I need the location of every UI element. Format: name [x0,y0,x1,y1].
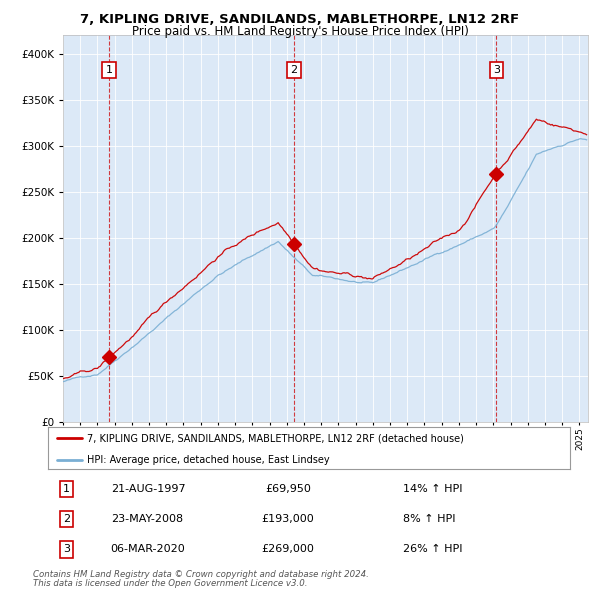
Text: £193,000: £193,000 [262,514,314,524]
Text: 2: 2 [290,65,298,76]
Text: 3: 3 [493,65,500,76]
Text: 26% ↑ HPI: 26% ↑ HPI [403,545,463,555]
Text: 3: 3 [63,545,70,555]
Text: 2: 2 [63,514,70,524]
Text: HPI: Average price, detached house, East Lindsey: HPI: Average price, detached house, East… [87,455,330,465]
Text: 1: 1 [106,65,112,76]
Text: 8% ↑ HPI: 8% ↑ HPI [403,514,455,524]
Text: 23-MAY-2008: 23-MAY-2008 [110,514,183,524]
Text: 7, KIPLING DRIVE, SANDILANDS, MABLETHORPE, LN12 2RF (detached house): 7, KIPLING DRIVE, SANDILANDS, MABLETHORP… [87,434,464,444]
Text: 21-AUG-1997: 21-AUG-1997 [110,484,185,494]
Text: £269,000: £269,000 [262,545,314,555]
Text: This data is licensed under the Open Government Licence v3.0.: This data is licensed under the Open Gov… [33,579,308,588]
Text: 14% ↑ HPI: 14% ↑ HPI [403,484,463,494]
Text: Contains HM Land Registry data © Crown copyright and database right 2024.: Contains HM Land Registry data © Crown c… [33,570,369,579]
Text: 1: 1 [63,484,70,494]
Text: Price paid vs. HM Land Registry's House Price Index (HPI): Price paid vs. HM Land Registry's House … [131,25,469,38]
Text: £69,950: £69,950 [265,484,311,494]
Text: 06-MAR-2020: 06-MAR-2020 [110,545,185,555]
Text: 7, KIPLING DRIVE, SANDILANDS, MABLETHORPE, LN12 2RF: 7, KIPLING DRIVE, SANDILANDS, MABLETHORP… [80,13,520,26]
